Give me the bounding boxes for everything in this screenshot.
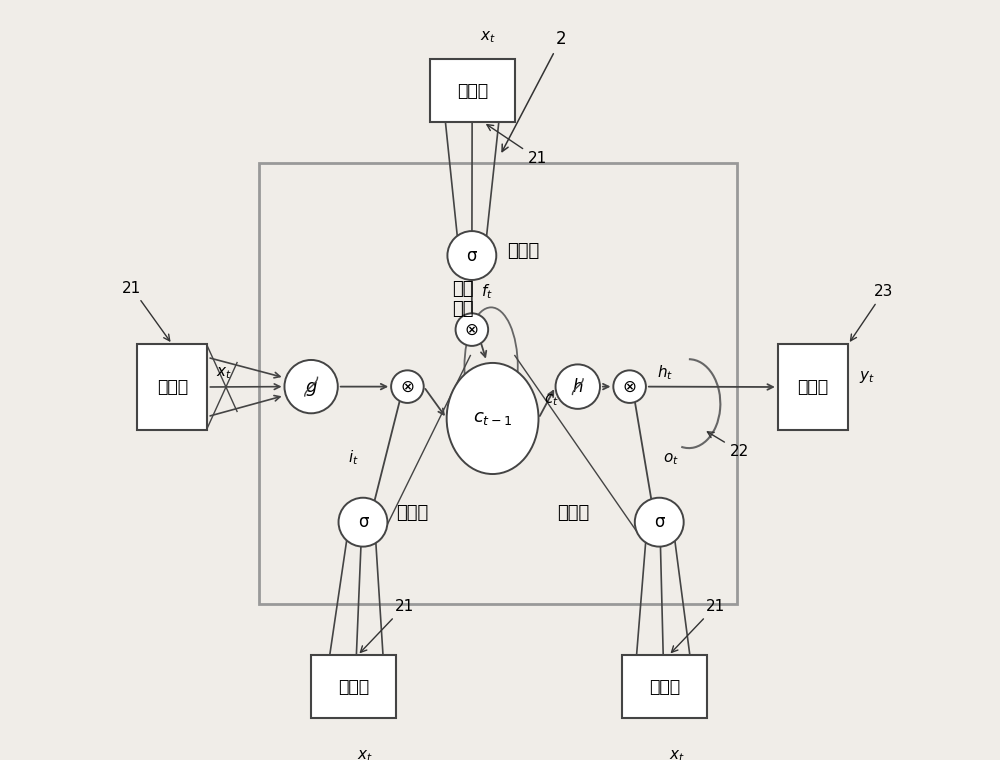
Text: 21: 21 <box>360 599 414 652</box>
Circle shape <box>447 231 496 280</box>
Text: $h_t$: $h_t$ <box>657 364 673 382</box>
Text: ⊗: ⊗ <box>465 321 479 339</box>
Text: 输入层: 输入层 <box>649 678 680 696</box>
Bar <box>137 344 207 429</box>
Text: 22: 22 <box>707 432 749 458</box>
Bar <box>311 655 396 718</box>
Text: $c_t$: $c_t$ <box>544 393 559 408</box>
Text: 21: 21 <box>122 280 170 341</box>
Text: $x_t$: $x_t$ <box>669 748 684 760</box>
Text: 2: 2 <box>502 30 566 151</box>
Text: σ: σ <box>654 513 664 531</box>
Ellipse shape <box>447 363 539 474</box>
Text: g: g <box>305 378 317 396</box>
Text: $y_t$: $y_t$ <box>859 369 875 385</box>
Text: 21: 21 <box>487 125 547 166</box>
Circle shape <box>635 498 684 546</box>
Circle shape <box>339 498 387 546</box>
Text: 输出层: 输出层 <box>797 378 828 396</box>
Text: 输出门: 输出门 <box>557 505 589 522</box>
Text: σ: σ <box>467 246 477 264</box>
Text: 输入层: 输入层 <box>338 678 369 696</box>
Circle shape <box>456 313 488 346</box>
Text: $c_{t-1}$: $c_{t-1}$ <box>473 410 512 427</box>
Text: $f_t$: $f_t$ <box>481 282 493 301</box>
Bar <box>259 163 737 603</box>
Text: ⊗: ⊗ <box>623 378 637 396</box>
Text: $i_t$: $i_t$ <box>348 448 359 467</box>
Circle shape <box>613 370 646 403</box>
Bar <box>430 59 515 122</box>
Text: 21: 21 <box>671 599 725 652</box>
Text: 输入层: 输入层 <box>457 82 488 100</box>
Circle shape <box>284 360 338 413</box>
Text: $x_t$: $x_t$ <box>480 30 496 46</box>
Text: $o_t$: $o_t$ <box>663 451 679 467</box>
Text: $x_t$: $x_t$ <box>216 365 232 381</box>
Text: 记忆
单元: 记忆 单元 <box>452 280 474 318</box>
Text: h: h <box>573 378 583 396</box>
Circle shape <box>556 364 600 409</box>
Bar <box>622 655 707 718</box>
Text: σ: σ <box>358 513 368 531</box>
Text: 遗忘门: 遗忘门 <box>507 242 540 259</box>
Text: $x_t$: $x_t$ <box>357 748 373 760</box>
Text: 23: 23 <box>851 284 893 340</box>
Text: 输入门: 输入门 <box>396 505 429 522</box>
Circle shape <box>391 370 424 403</box>
Bar <box>778 344 848 429</box>
Text: 输入层: 输入层 <box>157 378 188 396</box>
Text: ⊗: ⊗ <box>400 378 414 396</box>
